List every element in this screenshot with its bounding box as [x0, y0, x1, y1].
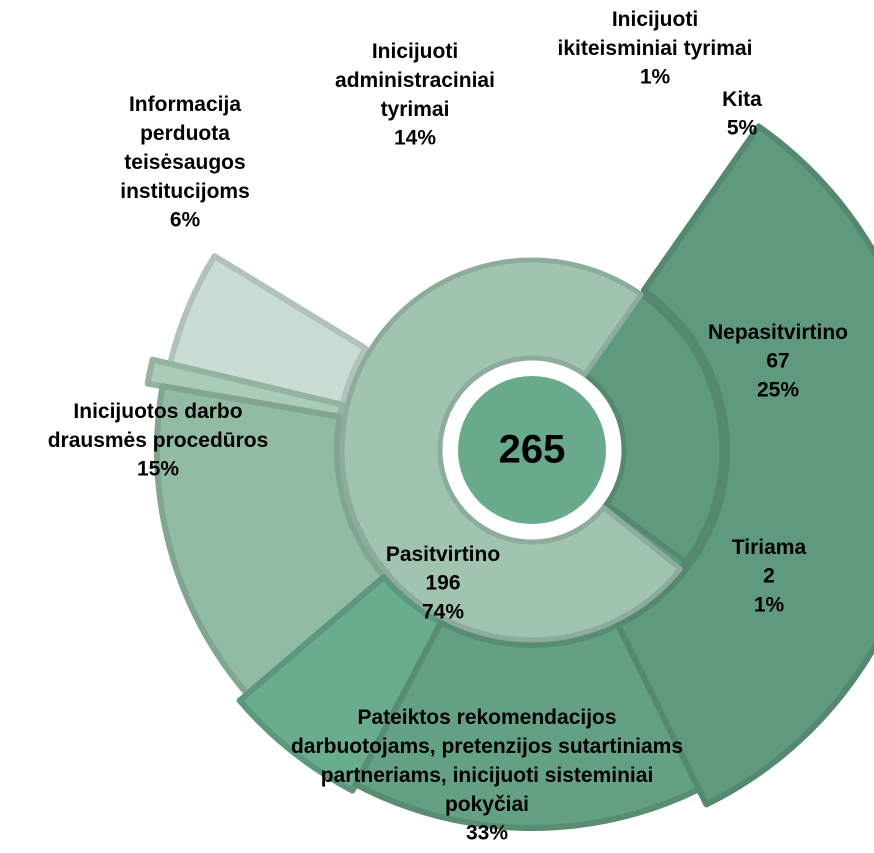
- outer-label-name: Pateiktos rekomendacijos darbuotojams, pr…: [291, 706, 683, 816]
- name-line: tyrimai: [381, 98, 450, 121]
- outer-segment: [154, 383, 387, 698]
- name-line: pokyčiai: [445, 793, 529, 816]
- name-line: partneriams, inicijuoti sisteminiai: [321, 764, 654, 787]
- inner-label-value: 25%: [757, 379, 799, 402]
- name-line: administraciniai: [335, 69, 495, 92]
- name-line: Pasitvirtino: [386, 543, 500, 566]
- outer-segment: [352, 619, 702, 831]
- outer-label-name: Kita: [722, 88, 762, 111]
- inner-segment: [339, 257, 683, 643]
- outer-label-name: Inicijuoti administraciniai tyrimai: [335, 40, 495, 121]
- name-line: ikiteisminiai tyrimai: [558, 37, 753, 60]
- outer-segment: [236, 573, 445, 794]
- outer-label-value: 33%: [466, 822, 508, 845]
- name-line: Tiriama: [732, 536, 807, 559]
- name-line: Inicijuoti: [372, 40, 458, 63]
- inner-label-value: 196: [425, 572, 460, 595]
- inner-label-value: 74%: [422, 601, 464, 624]
- outer-label-name: Informacija perduota teisėsaugos institucij…: [120, 93, 250, 203]
- inner-label-name: Tiriama: [732, 536, 807, 559]
- name-line: Nepasitvirtino: [708, 321, 848, 344]
- outer-segment: [615, 123, 874, 808]
- name-line: darbuotojams, pretenzijos sutartiniams: [291, 735, 683, 758]
- center-circle: [458, 376, 606, 524]
- name-line: Inicijuoti: [612, 8, 698, 31]
- center-total: 265: [499, 428, 566, 472]
- inner-label-value: 1%: [754, 594, 785, 617]
- inner-label-value: 2: [763, 565, 775, 588]
- name-line: Inicijuotos darbo: [73, 400, 242, 423]
- name-line: drausmės procedūros: [48, 429, 269, 452]
- name-line: Kita: [722, 88, 762, 111]
- outer-label-value: 6%: [170, 209, 201, 232]
- name-line: Informacija: [129, 93, 241, 116]
- inner-segment: [582, 291, 725, 565]
- name-line: teisėsaugos: [124, 151, 245, 174]
- outer-label-value: 14%: [394, 127, 436, 150]
- inner-label-name: Nepasitvirtino: [708, 321, 848, 344]
- outer-label-name: Inicijuotos darbo drausmės procedūros: [48, 400, 269, 452]
- outer-label-value: 5%: [727, 117, 758, 140]
- outer-label-value: 1%: [640, 66, 671, 89]
- name-line: perduota: [140, 122, 230, 145]
- outer-label-value: 15%: [137, 458, 179, 481]
- inner-label-name: Pasitvirtino: [386, 543, 500, 566]
- inner-label-value: 67: [766, 350, 789, 373]
- outer-label-name: Inicijuoti ikiteisminiai tyrimai: [558, 8, 753, 60]
- outer-segment: [167, 253, 369, 408]
- name-line: Pateiktos rekomendacijos: [357, 706, 616, 729]
- name-line: institucijoms: [120, 180, 250, 203]
